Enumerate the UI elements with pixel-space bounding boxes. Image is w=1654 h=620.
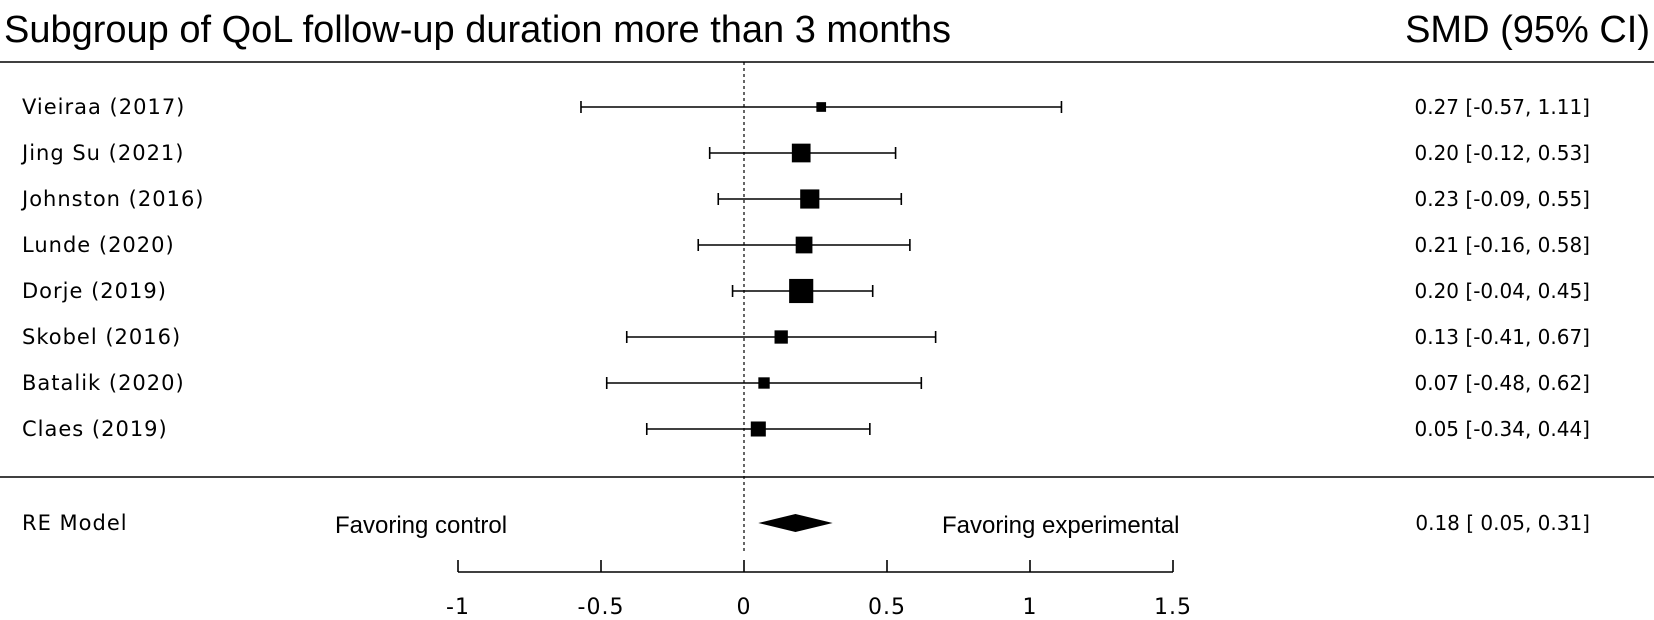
study-label: Claes (2019) xyxy=(22,417,168,441)
study-ci-text: 0.20 [-0.04, 0.45] xyxy=(1415,279,1591,303)
study-ci-text: 0.13 [-0.41, 0.67] xyxy=(1415,325,1591,349)
point-estimate-square xyxy=(774,330,788,344)
point-estimate-square xyxy=(789,278,814,304)
study-label: Dorje (2019) xyxy=(22,279,167,303)
study-label: Batalik (2020) xyxy=(22,371,185,395)
study-ci-text: 0.07 [-0.48, 0.62] xyxy=(1415,371,1591,395)
effect-size-header: SMD (95% CI) xyxy=(1405,9,1650,51)
study-ci-text: 0.05 [-0.34, 0.44] xyxy=(1415,417,1591,441)
study-row: Jing Su (2021) 0.20 [-0.12, 0.53] xyxy=(20,141,1590,165)
point-estimate-square xyxy=(758,377,770,389)
study-row: Skobel (2016) 0.13 [-0.41, 0.67] xyxy=(22,325,1590,349)
x-axis-tick-label: 1 xyxy=(1023,595,1038,620)
summary-ci-text: 0.18 [ 0.05, 0.31] xyxy=(1415,511,1590,535)
x-axis-tick-label: 0.5 xyxy=(868,595,906,620)
point-estimate-square xyxy=(795,236,813,254)
summary-row: RE Model Favoring control Favoring exper… xyxy=(22,511,1590,539)
chart-title: Subgroup of QoL follow-up duration more … xyxy=(4,9,951,51)
study-row: Johnston (2016) 0.23 [-0.09, 0.55] xyxy=(20,187,1590,211)
study-label: Johnston (2016) xyxy=(20,187,205,211)
point-estimate-square xyxy=(816,102,827,112)
x-axis-tick-label: 0 xyxy=(737,595,752,620)
study-ci-text: 0.20 [-0.12, 0.53] xyxy=(1415,141,1591,165)
x-axis-tick-label: -0.5 xyxy=(578,595,625,620)
study-ci-text: 0.23 [-0.09, 0.55] xyxy=(1415,187,1591,211)
study-label: Jing Su (2021) xyxy=(20,141,185,165)
favoring-control-label: Favoring control xyxy=(335,512,507,539)
study-row: Batalik (2020) 0.07 [-0.48, 0.62] xyxy=(22,371,1590,395)
summary-label: RE Model xyxy=(22,511,128,535)
study-row: Claes (2019) 0.05 [-0.34, 0.44] xyxy=(22,417,1590,441)
x-axis-tick-label: 1.5 xyxy=(1154,595,1192,620)
point-estimate-square xyxy=(800,189,820,209)
study-row: Vieiraa (2017) 0.27 [-0.57, 1.11] xyxy=(22,95,1590,119)
favoring-experimental-label: Favoring experimental xyxy=(942,512,1179,539)
study-label: Vieiraa (2017) xyxy=(22,95,185,119)
study-ci-text: 0.21 [-0.16, 0.58] xyxy=(1415,233,1591,257)
study-ci-text: 0.27 [-0.57, 1.11] xyxy=(1415,95,1591,119)
study-row: Lunde (2020) 0.21 [-0.16, 0.58] xyxy=(22,233,1590,257)
study-row: Dorje (2019) 0.20 [-0.04, 0.45] xyxy=(22,278,1591,304)
study-label: Lunde (2020) xyxy=(22,233,175,257)
x-axis: -1 -0.5 0 0.5 1 1.5 xyxy=(446,560,1192,620)
summary-diamond xyxy=(758,514,833,532)
point-estimate-square xyxy=(791,143,811,163)
point-estimate-square xyxy=(750,421,766,437)
x-axis-tick-label: -1 xyxy=(446,595,470,620)
study-label: Skobel (2016) xyxy=(22,325,181,349)
study-rows: Vieiraa (2017) 0.27 [-0.57, 1.11] Jing Su … xyxy=(20,95,1590,441)
